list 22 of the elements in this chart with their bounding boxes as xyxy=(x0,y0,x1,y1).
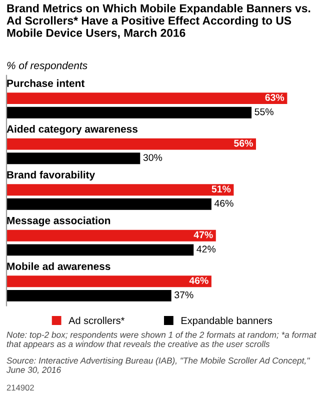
source-note: Source: Interactive Advertising Bureau (IAB), "The Mobile Scroller Ad Concept," June 30, 2016 xyxy=(6,357,310,374)
y-tick-label: Aided category awareness xyxy=(6,125,138,135)
data-label: 30% xyxy=(143,154,162,161)
y-tick-label: Message association xyxy=(7,216,110,226)
data-label: 51% xyxy=(212,186,231,192)
text: Note: top-2 box; respondents were shown 1 of the 2 formats at random; *a format that appears as a window that reveals the creative as the user scrolls xyxy=(6,331,316,349)
data-label: 63% xyxy=(265,94,284,101)
data-label: 42% xyxy=(196,246,216,252)
data-label: 56% xyxy=(234,140,253,147)
text: 214902 xyxy=(6,384,34,391)
legend-label: Expandable banners xyxy=(182,316,272,326)
chart-subtitle: % of respondents xyxy=(7,62,88,72)
y-tick-label: Brand favorability xyxy=(7,170,96,181)
y-tick-label: Mobile ad awareness xyxy=(7,262,110,270)
data-label: 55% xyxy=(254,108,274,116)
data-label: 46% xyxy=(214,200,234,207)
data-label: 37% xyxy=(174,291,194,298)
legend-label: Ad scrollers* xyxy=(68,316,125,324)
chart-title: Brand Metrics on Which Mobile Expandable Banners vs. Ad Scrollers* Have a Positive Effect According to US Mobile Device Users, March 2016 xyxy=(6,4,310,39)
data-label: 46% xyxy=(189,277,208,284)
data-label: 47% xyxy=(194,231,213,238)
y-tick-label: Purchase intent xyxy=(7,79,85,87)
